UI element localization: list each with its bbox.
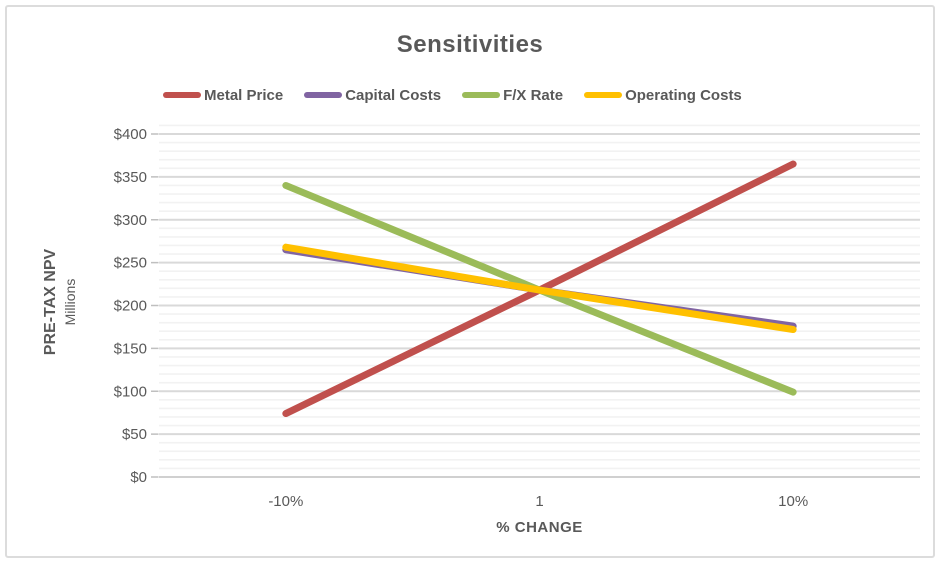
y-tick-label: $250 <box>114 255 147 272</box>
x-tick-label: 1 <box>535 493 543 510</box>
x-tick-label: 10% <box>778 493 808 510</box>
legend-item-capital-costs[interactable]: Capital Costs <box>304 87 441 104</box>
x-axis-title: % CHANGE <box>496 519 583 536</box>
series-line-operating-costs[interactable] <box>282 243 797 334</box>
legend-swatch-capital-costs <box>304 92 343 98</box>
legend-label-f-x-rate: F/X Rate <box>503 86 564 104</box>
chart-title: Sensitivities <box>396 31 544 58</box>
legend-item-f-x-rate[interactable]: F/X Rate <box>462 87 563 104</box>
y-tick-label: $400 <box>114 126 147 143</box>
legend-swatch-operating-costs <box>584 92 623 98</box>
y-tick-label: $150 <box>114 340 147 357</box>
legend: Metal Price Capital Costs F/X Rate Operatin… <box>163 85 742 105</box>
y-tick-label: $0 <box>130 469 147 486</box>
y-tick-label: $100 <box>114 383 147 400</box>
legend-label-capital-costs: Capital Costs <box>345 86 442 104</box>
y-tick-label: $200 <box>114 298 147 315</box>
y-tick-label: $50 <box>122 426 147 443</box>
x-tick-label: -10% <box>268 493 303 510</box>
legend-label-operating-costs: Operating Costs <box>625 86 742 104</box>
y-tick-label: $300 <box>114 212 147 229</box>
y-tick-label: $350 <box>114 169 147 186</box>
legend-swatch-f-x-rate <box>462 92 501 98</box>
legend-item-operating-costs[interactable]: Operating Costs <box>584 87 742 104</box>
chart-frame: Sensitivities Metal Price Capital Costs F/… <box>5 5 935 558</box>
legend-label-metal-price: Metal Price <box>204 86 284 104</box>
legend-item-metal-price[interactable]: Metal Price <box>163 87 283 104</box>
legend-swatch-metal-price <box>163 92 201 98</box>
plot-area: $0 $50 $100 $150 $200 $250 $300 $350 $400 -10% 1 10… <box>114 124 920 510</box>
